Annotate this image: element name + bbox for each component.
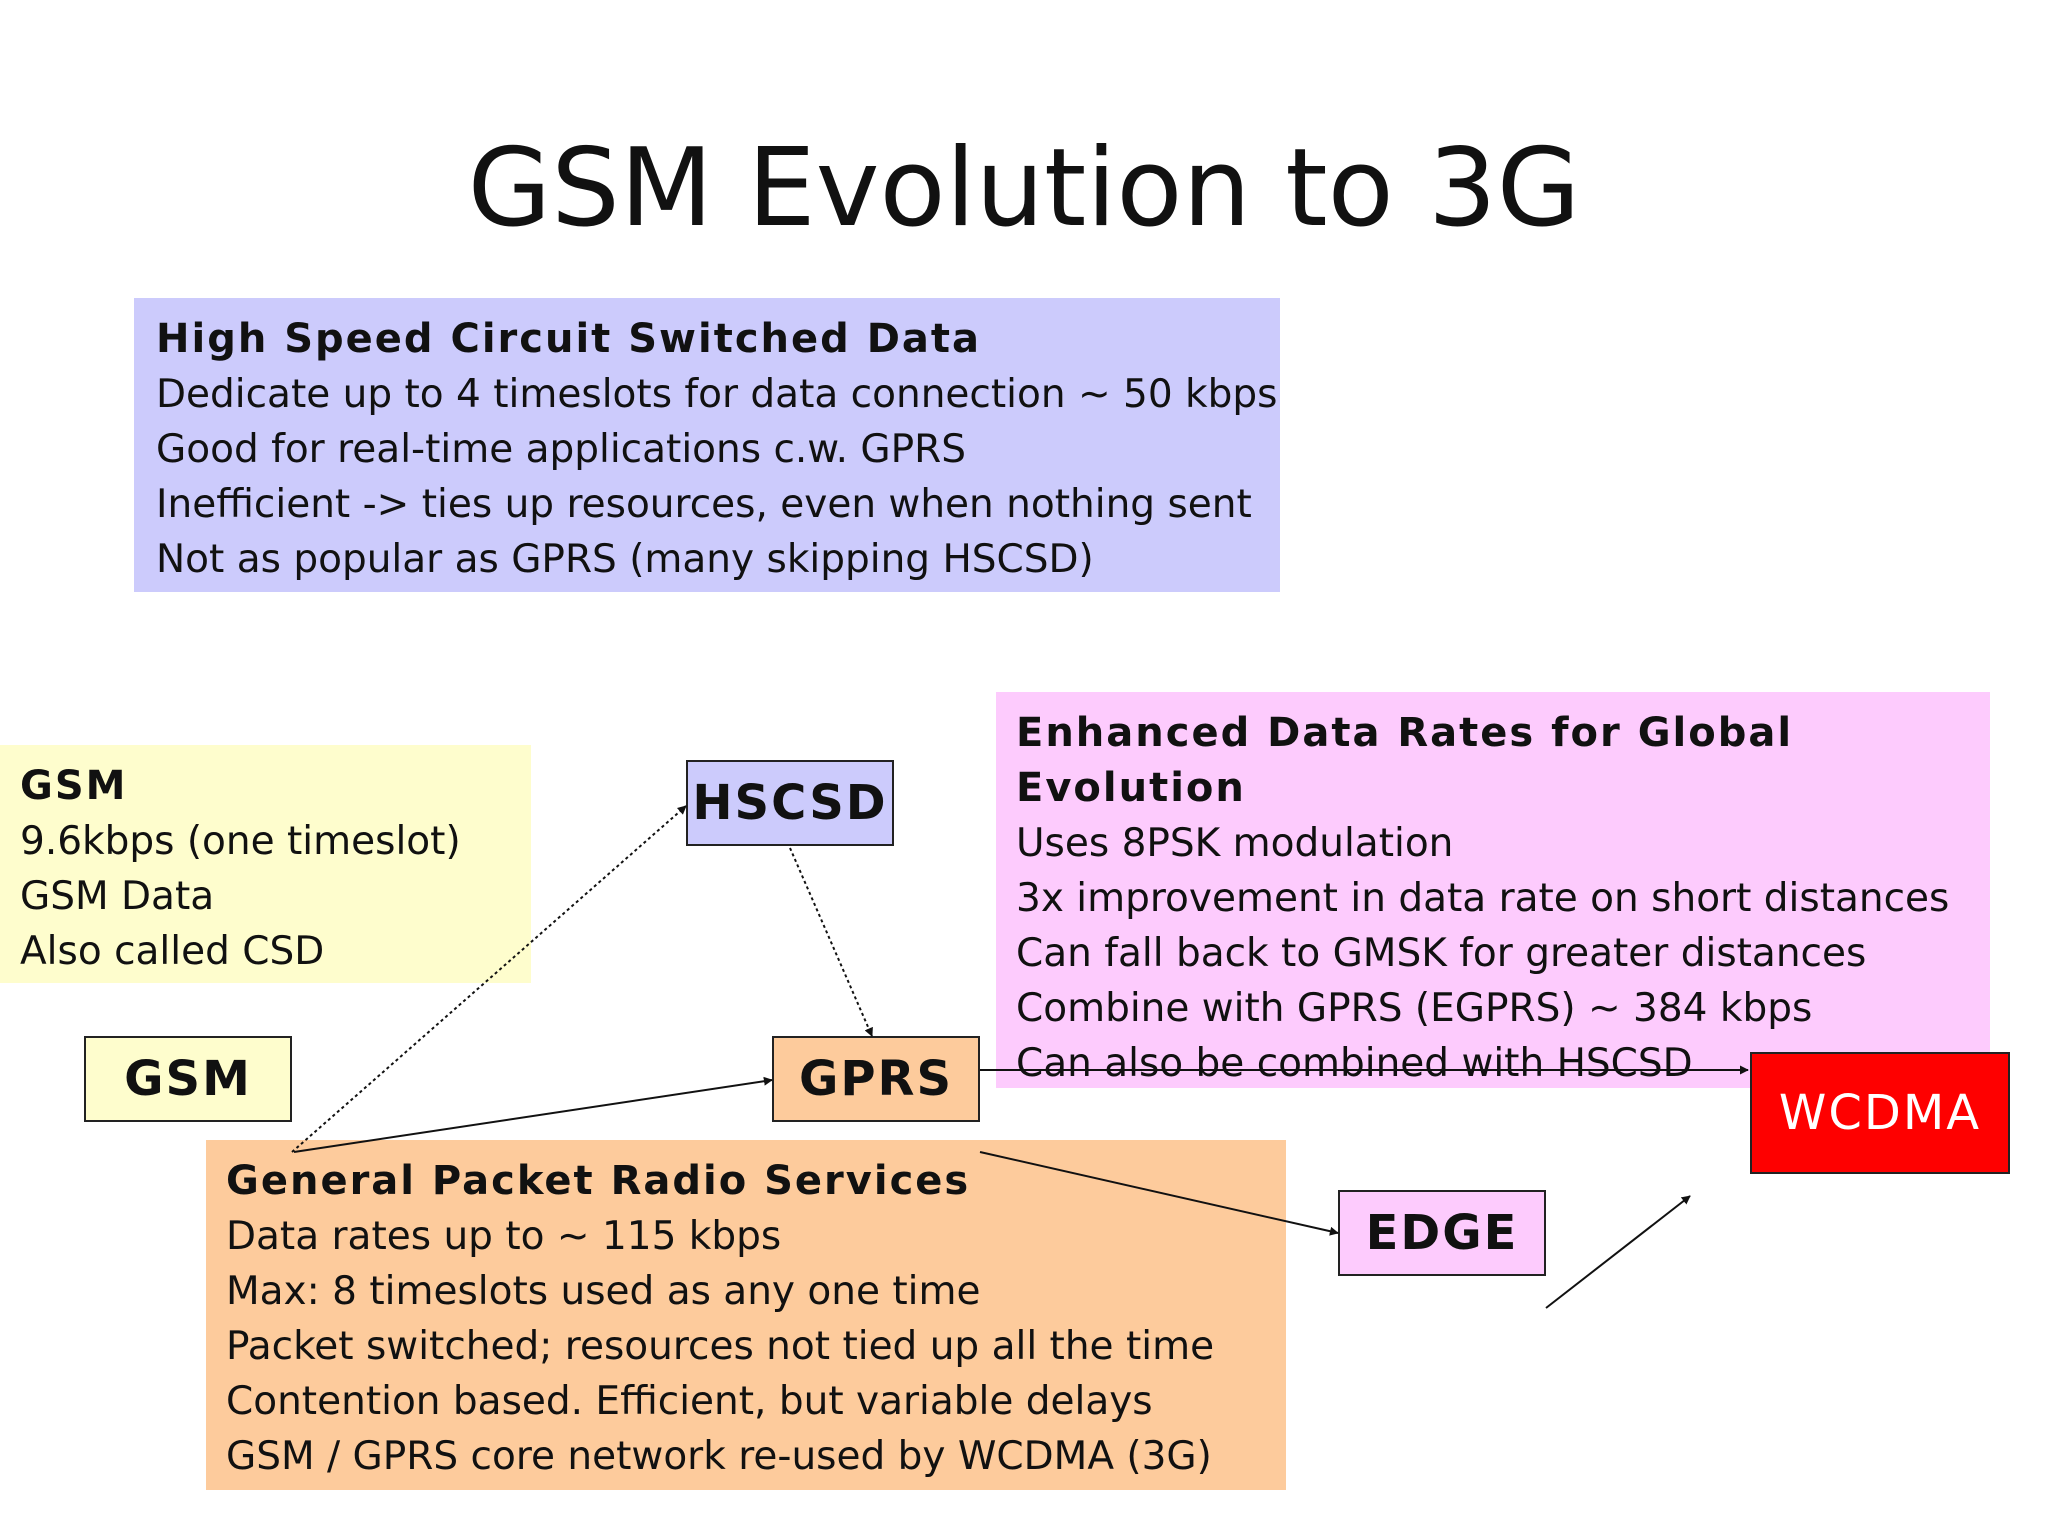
arrow-edge-to-wcdma	[1545, 1195, 1691, 1309]
edge-description-panel: Enhanced Data Rates for Global Evolution…	[996, 692, 1990, 1088]
edge-panel-line: Can fall back to GMSK for greater distan…	[1016, 931, 1867, 976]
hscsd-panel-heading: High Speed Circuit Switched Data	[156, 316, 981, 362]
gprs-panel-line: Data rates up to ~ 115 kbps	[226, 1214, 782, 1259]
hscsd-panel-line: Inefficient -> ties up resources, even w…	[156, 482, 1252, 527]
gsm-description-panel: GSM 9.6kbps (one timeslot) GSM Data Also…	[0, 745, 531, 983]
gsm-node: GSM	[84, 1036, 292, 1122]
gsm-panel-heading: GSM	[20, 763, 128, 809]
gprs-node: GPRS	[772, 1036, 980, 1122]
gprs-panel-heading: General Packet Radio Services	[226, 1158, 971, 1204]
hscsd-description-panel: High Speed Circuit Switched Data Dedicat…	[134, 298, 1280, 592]
gprs-description-panel: General Packet Radio Services Data rates…	[206, 1140, 1286, 1490]
gsm-panel-line: GSM Data	[20, 874, 215, 919]
edge-panel-heading: Enhanced Data Rates for Global	[1016, 710, 1794, 756]
edge-panel-heading: Evolution	[1016, 765, 1246, 811]
slide-title: GSM Evolution to 3G	[467, 126, 1581, 251]
gprs-panel-line: Contention based. Efficient, but variabl…	[226, 1379, 1153, 1424]
edge-node: EDGE	[1338, 1190, 1546, 1276]
edge-panel-line: Can also be combined with HSCSD	[1016, 1041, 1693, 1086]
hscsd-panel-line: Dedicate up to 4 timeslots for data conn…	[156, 372, 1278, 417]
arrow-hscsd-to-gprs	[789, 847, 873, 1037]
gprs-panel-line: Max: 8 timeslots used as any one time	[226, 1269, 981, 1314]
hscsd-panel-line: Good for real-time applications c.w. GPR…	[156, 427, 966, 472]
gsm-panel-line: 9.6kbps (one timeslot)	[20, 819, 461, 864]
hscsd-node: HSCSD	[686, 760, 894, 846]
edge-panel-line: Combine with GPRS (EGPRS) ~ 384 kbps	[1016, 986, 1813, 1031]
gprs-panel-line: GSM / GPRS core network re-used by WCDMA…	[226, 1434, 1212, 1479]
edge-panel-line: Uses 8PSK modulation	[1016, 821, 1454, 866]
hscsd-panel-line: Not as popular as GPRS (many skipping HS…	[156, 537, 1094, 582]
edge-panel-line: 3x improvement in data rate on short dis…	[1016, 876, 1950, 921]
wcdma-node: WCDMA	[1750, 1052, 2010, 1174]
gsm-panel-line: Also called CSD	[20, 929, 325, 974]
gprs-panel-line: Packet switched; resources not tied up a…	[226, 1324, 1215, 1369]
